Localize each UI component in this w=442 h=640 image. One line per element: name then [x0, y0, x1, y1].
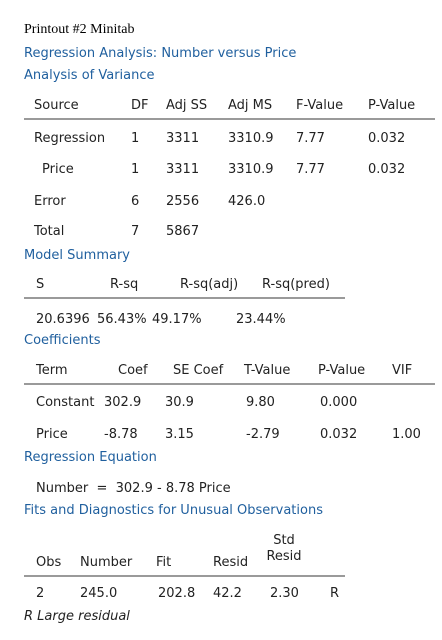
- column-header: DF: [131, 98, 149, 113]
- table-cell: 42.2: [213, 586, 242, 601]
- column-header: Adj MS: [228, 98, 273, 113]
- table-cell: 302.9: [104, 395, 142, 410]
- table-cell: R: [330, 586, 340, 601]
- table-cell: -8.78: [104, 427, 138, 442]
- analysis-heading: Regression Analysis: Number versus Price: [24, 46, 297, 61]
- table-cell: 5867: [166, 224, 200, 239]
- printout-title: Printout #2 Minitab: [24, 22, 135, 37]
- table-cell: 23.44%: [236, 312, 286, 327]
- column-header: Coef: [118, 363, 148, 378]
- table-cell: 7.77: [296, 131, 325, 146]
- table-cell: 3311: [166, 162, 200, 177]
- table-cell: 49.17%: [152, 312, 202, 327]
- section-title: Regression Equation: [24, 450, 157, 465]
- table-cell: 6: [131, 194, 140, 209]
- column-header: VIF: [392, 363, 413, 378]
- table-cell: 1: [131, 162, 140, 177]
- table-cell: 0.000: [320, 395, 358, 410]
- column-header: R-sq(pred): [262, 277, 330, 292]
- column-header: Fit: [156, 555, 172, 570]
- footnote: R Large residual: [24, 609, 130, 624]
- table-cell: 1: [131, 131, 140, 146]
- table-cell: 0.032: [320, 427, 358, 442]
- table-cell: 3311: [166, 131, 200, 146]
- table-cell: 426.0: [228, 194, 266, 209]
- column-header: S: [36, 277, 45, 292]
- section-title: Analysis of Variance: [24, 68, 155, 83]
- column-header: Resid: [213, 555, 249, 570]
- table-cell: 0.032: [368, 162, 406, 177]
- table-cell: 56.43%: [97, 312, 147, 327]
- table-cell: 1.00: [392, 427, 421, 442]
- table-cell: 3310.9: [228, 131, 274, 146]
- section-title: Coefficients: [24, 333, 101, 348]
- table-cell: 3.15: [165, 427, 194, 442]
- table-cell: Error: [34, 194, 66, 209]
- table-cell: 30.9: [165, 395, 194, 410]
- table-rule: [24, 118, 435, 120]
- table-rule: [24, 297, 345, 299]
- table-cell: Price: [36, 427, 68, 442]
- table-rule: [24, 383, 435, 385]
- column-header: P-Value: [368, 98, 416, 113]
- table-cell: 9.80: [246, 395, 275, 410]
- column-header: R-sq(adj): [180, 277, 239, 292]
- table-cell: -2.79: [246, 427, 280, 442]
- equation: Number = 302.9 - 8.78 Price: [36, 481, 231, 496]
- table-cell: 2556: [166, 194, 200, 209]
- table-cell: Constant: [36, 395, 95, 410]
- table-cell: 0.032: [368, 131, 406, 146]
- table-cell: Price: [42, 162, 74, 177]
- column-header: Obs: [36, 555, 62, 570]
- column-header: T-Value: [244, 363, 291, 378]
- table-cell: 7: [131, 224, 140, 239]
- table-cell: Regression: [34, 131, 106, 146]
- column-header: F-Value: [296, 98, 344, 113]
- table-cell: 7.77: [296, 162, 325, 177]
- table-cell: 2.30: [270, 586, 299, 601]
- column-header: Adj SS: [166, 98, 208, 113]
- table-cell: 20.6396: [36, 312, 90, 327]
- table-cell: 2: [36, 586, 45, 601]
- table-rule: [24, 575, 345, 577]
- column-header: R-sq: [110, 277, 139, 292]
- table-cell: 245.0: [80, 586, 118, 601]
- column-header: SE Coef: [173, 363, 224, 378]
- column-header: Source: [34, 98, 79, 113]
- column-header: Term: [36, 363, 68, 378]
- table-cell: 3310.9: [228, 162, 274, 177]
- column-header: P-Value: [318, 363, 366, 378]
- table-cell: Total: [34, 224, 65, 239]
- table-cell: 202.8: [158, 586, 196, 601]
- section-title: Fits and Diagnostics for Unusual Observa…: [24, 503, 323, 518]
- section-title: Model Summary: [24, 248, 130, 263]
- column-header: Std Resid: [266, 533, 302, 564]
- column-header: Number: [80, 555, 133, 570]
